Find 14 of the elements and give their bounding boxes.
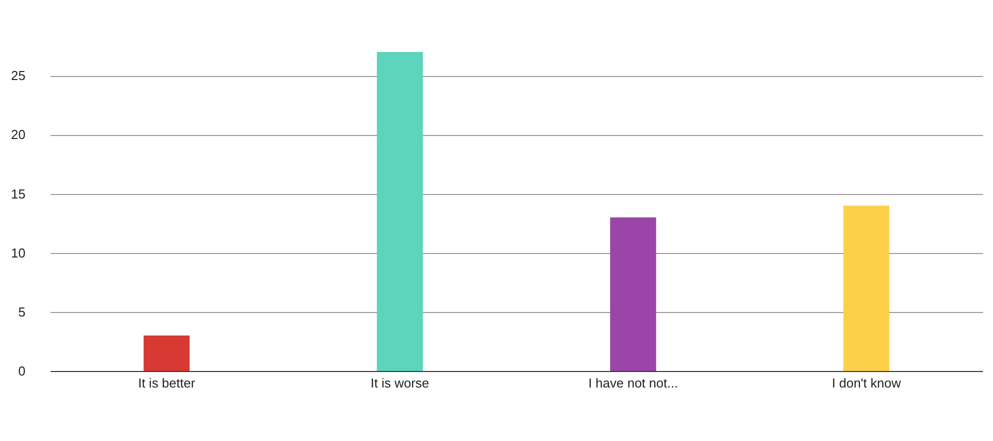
x-tick-label: It is better [138, 376, 196, 390]
x-tick-label: It is worse [370, 376, 430, 390]
y-tick-label: 15 [11, 186, 26, 202]
y-tick-label: 0 [18, 364, 26, 378]
y-tick-label: 20 [11, 127, 26, 142]
bar [144, 336, 190, 371]
x-tick-label: I have not not... [588, 376, 678, 390]
x-tick-label: I don't know [832, 376, 902, 390]
y-tick-label: 25 [11, 68, 26, 84]
bar [843, 206, 890, 371]
y-tick-label: 5 [18, 304, 26, 320]
bar [376, 52, 423, 371]
y-tick-label: 10 [11, 245, 26, 260]
bar [610, 217, 656, 371]
